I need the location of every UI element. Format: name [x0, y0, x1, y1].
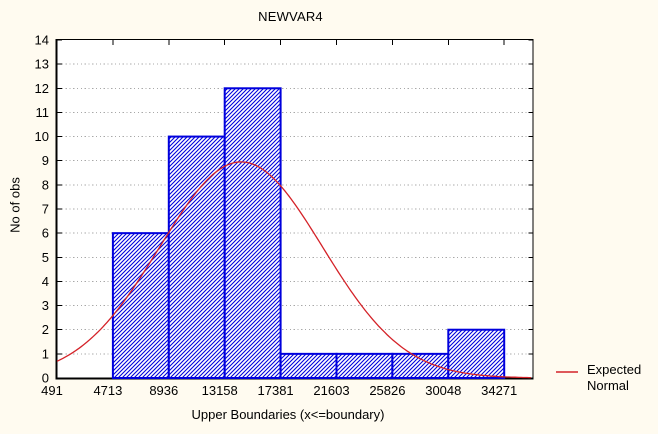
y-tick-label: 7 — [42, 202, 49, 217]
x-tick-labels: 491 4713 8936 13158 17381 21603 25826 30048 3427… — [41, 383, 517, 398]
histogram-bar — [335, 352, 394, 380]
y-tick-label: 14 — [35, 33, 49, 48]
y-tick-label: 0 — [42, 371, 49, 386]
expected-normal-curve — [56, 161, 531, 379]
y-tick-label: 10 — [35, 129, 49, 144]
x-tick-label: 17381 — [258, 383, 294, 398]
histogram-bars — [111, 87, 506, 380]
y-tick-label: 1 — [42, 346, 49, 361]
chart-title: NEWVAR4 — [258, 9, 323, 24]
histogram-bar — [167, 135, 226, 379]
y-tick-label: 5 — [42, 250, 49, 265]
y-tick-label: 13 — [35, 57, 49, 72]
y-tick-label: 4 — [42, 274, 49, 289]
legend: Expected Normal — [556, 362, 641, 394]
x-tick-label: 25826 — [369, 383, 405, 398]
histogram-bar — [447, 328, 506, 380]
x-tick-label: 4713 — [93, 383, 122, 398]
y-tick-label: 3 — [42, 298, 49, 313]
y-tick-label: 2 — [42, 322, 49, 337]
x-tick-label: 8936 — [149, 383, 178, 398]
x-axis-title: Upper Boundaries (x<=boundary) — [191, 407, 385, 422]
y-axis-title: No of obs — [7, 177, 23, 233]
histogram-bar — [111, 232, 170, 379]
expected-normal-line-icon — [556, 371, 578, 373]
y-tick-label: 12 — [35, 81, 49, 96]
x-tick-label: 34271 — [481, 383, 517, 398]
x-tick-label: 30048 — [425, 383, 461, 398]
histogram-bar — [391, 352, 450, 380]
x-tick-label: 13158 — [202, 383, 238, 398]
legend-label-normal: Normal — [587, 378, 629, 393]
x-tick-label: 21603 — [313, 383, 349, 398]
histogram-bar — [223, 87, 282, 380]
y-tick-label: 11 — [36, 105, 50, 120]
x-tick-label: 491 — [41, 383, 63, 398]
y-tick-label: 8 — [42, 177, 49, 192]
histogram-bar — [279, 352, 338, 380]
y-tick-label: 6 — [42, 226, 49, 241]
legend-label-expected: Expected — [587, 362, 642, 377]
y-tick-label: 9 — [42, 153, 49, 168]
